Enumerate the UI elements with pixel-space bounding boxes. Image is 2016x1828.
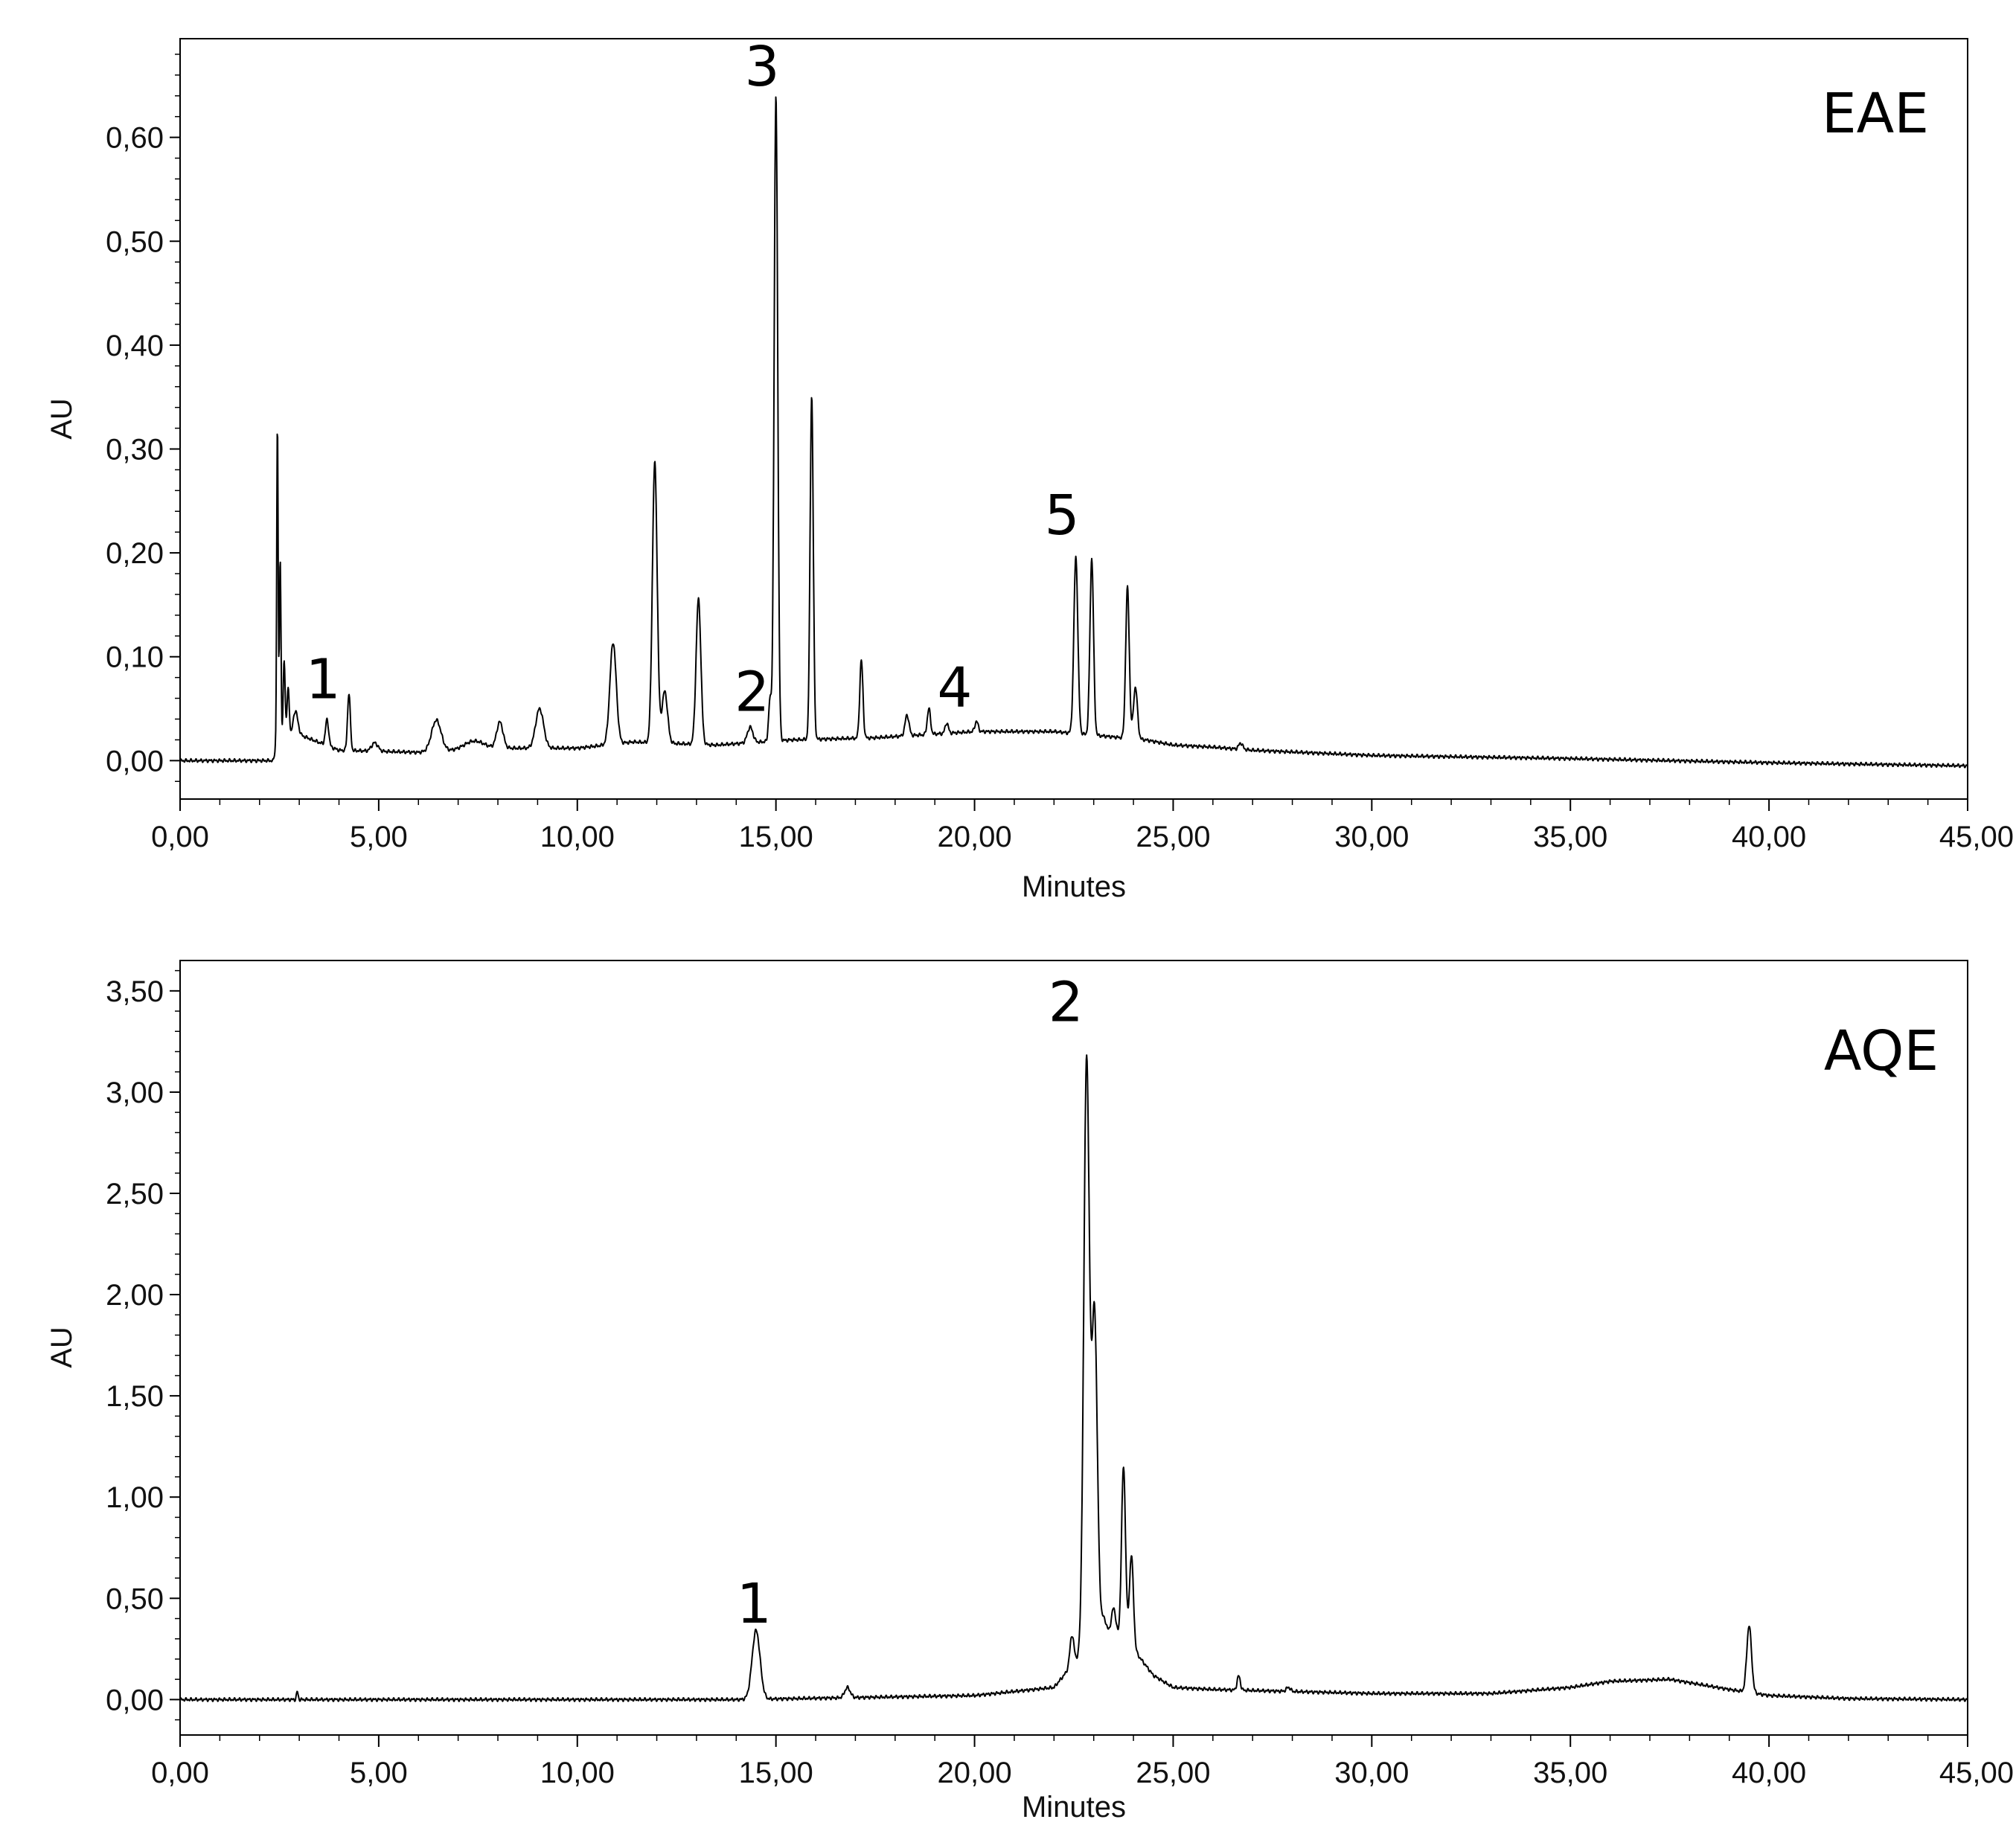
y-axis-title: AU bbox=[45, 398, 78, 440]
x-tick-label: 45,00 bbox=[1939, 1757, 2014, 1789]
x-axis-title: Minutes bbox=[1022, 870, 1126, 903]
x-tick-label: 25,00 bbox=[1136, 1757, 1210, 1789]
x-tick-label: 30,00 bbox=[1334, 821, 1409, 853]
y-tick-label: 3,00 bbox=[106, 1077, 164, 1109]
x-tick-label: 0,00 bbox=[151, 1757, 209, 1789]
peak-label: 5 bbox=[1044, 484, 1079, 548]
y-tick-label: 0,50 bbox=[106, 1582, 164, 1615]
y-tick-label: 0,20 bbox=[106, 537, 164, 570]
y-tick-label: 0,10 bbox=[106, 641, 164, 674]
x-tick-labels: 0,00 5,00 10,00 15,00 20,00 25,00 30,00 35,00 40… bbox=[151, 1757, 2014, 1789]
x-tick-label: 5,00 bbox=[350, 1757, 408, 1789]
x-tick-label: 45,00 bbox=[1939, 821, 2014, 853]
y-tick-label: 2,00 bbox=[106, 1279, 164, 1312]
x-tick-label: 35,00 bbox=[1533, 1757, 1607, 1789]
x-tick-label: 20,00 bbox=[938, 1757, 1012, 1789]
peak-label: 3 bbox=[744, 35, 779, 99]
y-tick-label: 0,00 bbox=[106, 1684, 164, 1716]
y-tick-label: 1,00 bbox=[106, 1481, 164, 1514]
x-tick-labels: 0,00 5,00 10,00 15,00 20,00 25,00 30,00 35,00 40… bbox=[151, 821, 2014, 853]
y-tick-label: 0,50 bbox=[106, 225, 164, 258]
x-tick-label: 30,00 bbox=[1334, 1757, 1409, 1789]
peak-label: 2 bbox=[735, 660, 769, 724]
y-tick-label: 1,50 bbox=[106, 1380, 164, 1413]
y-tick-labels: 0,00 0,50 1,00 1,50 2,00 2,50 3,00 3,50 bbox=[106, 975, 164, 1717]
axis-ticks bbox=[170, 969, 1968, 1747]
peak-label: 1 bbox=[737, 1572, 772, 1636]
panel-label: AQE bbox=[1824, 1019, 1939, 1083]
x-tick-label: 0,00 bbox=[151, 821, 209, 853]
peak-label: 2 bbox=[1049, 971, 1084, 1035]
x-tick-label: 15,00 bbox=[739, 821, 813, 853]
chart-panel-aqe: 0,00 0,50 1,00 1,50 2,00 2,50 3,00 3,50 0,00 5,0… bbox=[45, 960, 2014, 1824]
y-tick-labels: 0,00 0,10 0,20 0,30 0,40 0,50 0,60 bbox=[106, 122, 164, 778]
x-tick-label: 10,00 bbox=[540, 1757, 615, 1789]
chromatogram-trace bbox=[179, 1054, 1968, 1702]
plot-frame bbox=[179, 38, 1968, 800]
chromatogram-trace bbox=[179, 96, 1968, 769]
y-tick-label: 2,50 bbox=[106, 1178, 164, 1210]
x-tick-label: 35,00 bbox=[1533, 821, 1607, 853]
x-tick-label: 25,00 bbox=[1136, 821, 1210, 853]
x-tick-label: 40,00 bbox=[1732, 1757, 1806, 1789]
y-tick-label: 0,60 bbox=[106, 122, 164, 155]
x-axis-title: Minutes bbox=[1022, 1791, 1126, 1824]
x-tick-label: 15,00 bbox=[739, 1757, 813, 1789]
x-tick-label: 20,00 bbox=[938, 821, 1012, 853]
y-tick-label: 0,30 bbox=[106, 433, 164, 466]
y-tick-label: 3,50 bbox=[106, 975, 164, 1008]
peak-label: 1 bbox=[306, 648, 341, 712]
peak-annotations: 1 2 3 4 5 bbox=[306, 35, 1080, 724]
peak-annotations: 12 bbox=[737, 971, 1084, 1636]
y-tick-label: 0,00 bbox=[106, 745, 164, 777]
x-tick-label: 5,00 bbox=[350, 821, 408, 853]
x-tick-label: 40,00 bbox=[1732, 821, 1806, 853]
plot-frame bbox=[179, 960, 1968, 1736]
x-tick-label: 10,00 bbox=[540, 821, 615, 853]
chart-panel-eae: 0,000,100,200,300,400,500,60 0,00 5,00 10,… bbox=[45, 35, 2014, 903]
panel-label: EAE bbox=[1822, 82, 1929, 146]
axis-ticks bbox=[170, 54, 1968, 811]
y-tick-label: 0,40 bbox=[106, 330, 164, 362]
y-axis-title: AU bbox=[45, 1327, 78, 1368]
peak-label: 4 bbox=[937, 656, 972, 720]
